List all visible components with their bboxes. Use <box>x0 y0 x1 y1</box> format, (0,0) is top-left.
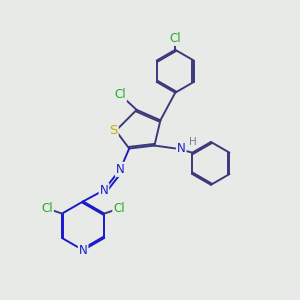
Text: Cl: Cl <box>169 32 181 45</box>
Text: N: N <box>177 142 186 155</box>
Text: H: H <box>189 137 196 147</box>
Text: Cl: Cl <box>115 88 126 101</box>
Text: N: N <box>100 184 108 196</box>
Text: N: N <box>116 163 125 176</box>
Text: S: S <box>109 124 118 137</box>
Text: Cl: Cl <box>113 202 125 215</box>
Text: N: N <box>116 163 125 176</box>
Text: Cl: Cl <box>41 202 53 215</box>
Text: N: N <box>79 244 88 257</box>
